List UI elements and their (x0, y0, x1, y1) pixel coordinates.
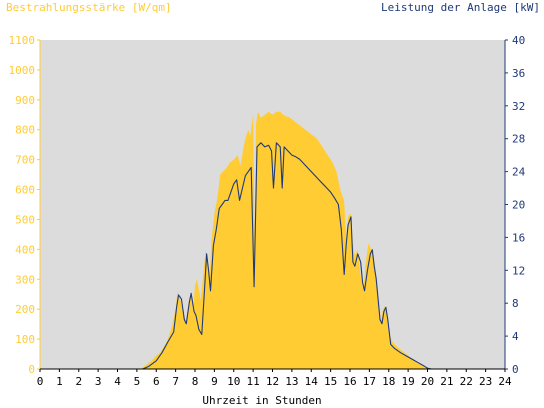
right-tick-label: 12 (512, 264, 525, 277)
right-tick-label: 4 (512, 330, 519, 343)
left-tick-label: 500 (15, 213, 35, 226)
left-tick-label: 300 (15, 273, 35, 286)
left-axis-title: Bestrahlungsstärke [W/qm] (6, 1, 172, 14)
x-tick-label: 16 (343, 375, 356, 388)
x-tick-label: 7 (172, 375, 179, 388)
right-tick-label: 8 (512, 297, 519, 310)
x-axis-title: Uhrzeit in Stunden (202, 394, 321, 407)
left-tick-label: 900 (15, 94, 35, 107)
x-tick-label: 14 (305, 375, 319, 388)
left-tick-label: 1100 (9, 34, 36, 47)
x-tick-label: 5 (134, 375, 141, 388)
right-tick-label: 28 (512, 133, 525, 146)
left-tick-label: 400 (15, 243, 35, 256)
right-tick-label: 20 (512, 199, 525, 212)
right-tick-label: 32 (512, 100, 525, 113)
right-tick-label: 40 (512, 34, 525, 47)
x-tick-label: 8 (192, 375, 199, 388)
x-tick-label: 22 (460, 375, 473, 388)
left-tick-label: 700 (15, 154, 35, 167)
right-tick-label: 16 (512, 231, 525, 244)
right-tick-label: 0 (512, 363, 519, 376)
x-tick-label: 12 (266, 375, 279, 388)
x-tick-label: 23 (479, 375, 492, 388)
x-tick-label: 24 (498, 375, 512, 388)
x-tick-label: 19 (402, 375, 415, 388)
left-tick-label: 0 (28, 363, 35, 376)
x-tick-label: 11 (247, 375, 260, 388)
right-tick-label: 24 (512, 166, 526, 179)
x-tick-label: 3 (95, 375, 102, 388)
x-tick-label: 13 (285, 375, 298, 388)
x-tick-label: 4 (114, 375, 121, 388)
left-tick-label: 1000 (9, 64, 36, 77)
x-tick-label: 15 (324, 375, 337, 388)
x-tick-label: 17 (363, 375, 376, 388)
x-tick-label: 9 (211, 375, 218, 388)
x-tick-label: 21 (440, 375, 453, 388)
x-tick-label: 0 (37, 375, 44, 388)
x-tick-label: 2 (75, 375, 82, 388)
power-line (40, 142, 505, 370)
right-axis-title: Leistung der Anlage [kW] (381, 1, 540, 14)
x-tick-label: 10 (227, 375, 240, 388)
left-tick-label: 800 (15, 124, 35, 137)
x-tick-label: 18 (382, 375, 395, 388)
x-tick-label: 6 (153, 375, 160, 388)
left-tick-label: 100 (15, 333, 35, 346)
right-tick-label: 36 (512, 67, 525, 80)
x-tick-label: 1 (56, 375, 63, 388)
left-tick-label: 200 (15, 303, 35, 316)
left-tick-label: 600 (15, 184, 35, 197)
irradiance-area (40, 111, 505, 369)
x-tick-label: 20 (421, 375, 434, 388)
